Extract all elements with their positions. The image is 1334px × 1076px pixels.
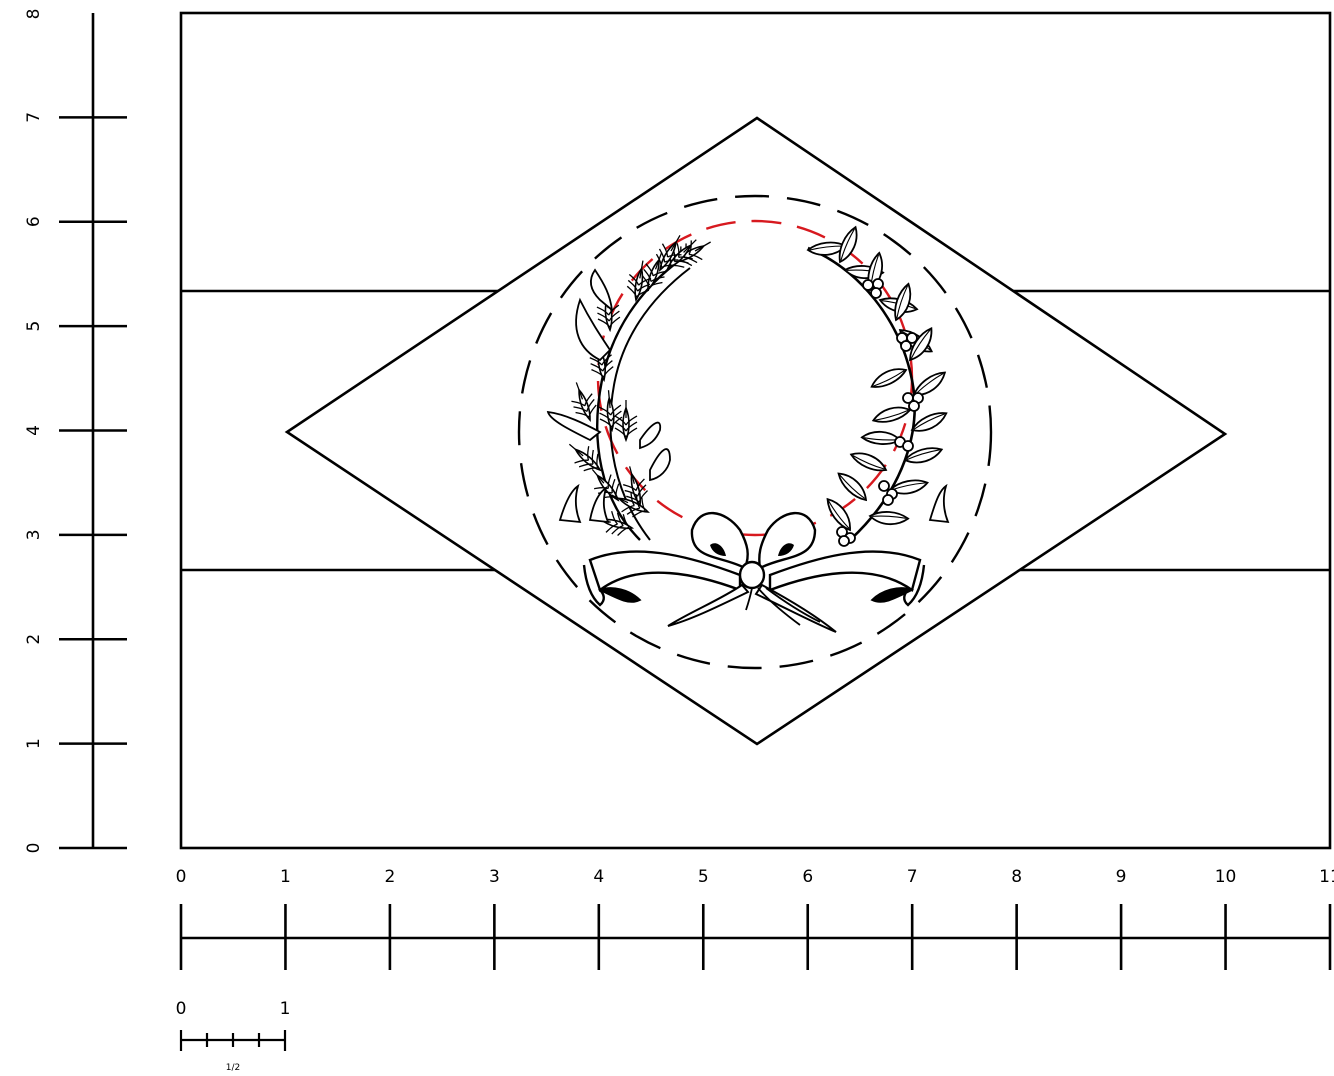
wreath-emblem [546, 224, 951, 633]
outer-dashed-circle [517, 194, 993, 670]
x-axis-tick-label: 1 [280, 867, 291, 887]
y-axis-tick-label: 0 [24, 843, 44, 854]
x-axis-tick-label: 4 [593, 867, 604, 887]
x-axis-tick-label: 11 [1319, 867, 1334, 887]
y-axis-tick-label: 7 [24, 112, 44, 123]
x-axis-tick-label: 3 [489, 867, 500, 887]
y-axis-tick-label: 6 [24, 216, 44, 227]
y-axis-tick-label: 8 [24, 9, 44, 20]
x-axis-tick-label: 9 [1116, 867, 1127, 887]
y-axis-tick-label: 1 [24, 738, 44, 749]
x-axis-tick-label: 8 [1011, 867, 1022, 887]
unit-scale-end-label: 1 [280, 999, 291, 1019]
coffee-branch [807, 224, 951, 547]
x-axis-tick-label: 6 [802, 867, 813, 887]
x-axis: 0 1 2 3 4 5 6 7 8 9 10 11 [176, 867, 1334, 970]
y-axis-tick-label: 5 [24, 321, 44, 332]
lozenge [284, 116, 1228, 746]
x-axis-tick-label: 2 [384, 867, 395, 887]
y-axis-tick-label: 2 [24, 634, 44, 645]
ribbon [582, 511, 926, 633]
y-axis-tick-label: 3 [24, 529, 44, 540]
x-axis-tick-label: 0 [176, 867, 187, 887]
x-axis-tick-label: 10 [1215, 867, 1237, 887]
x-axis-tick-label: 5 [698, 867, 709, 887]
unit-scale-mid-label: 1/2 [226, 1063, 240, 1073]
x-axis-tick-label: 7 [907, 867, 918, 887]
unit-scale-start-label: 0 [176, 999, 187, 1019]
wheat-sheaf [546, 229, 717, 541]
flag-outline [179, 11, 1332, 850]
y-axis-tick-label: 4 [24, 425, 44, 436]
unit-scale-bar: 0 1 1/2 [176, 999, 291, 1073]
y-axis: 0 1 2 3 4 5 6 7 8 [24, 9, 127, 854]
